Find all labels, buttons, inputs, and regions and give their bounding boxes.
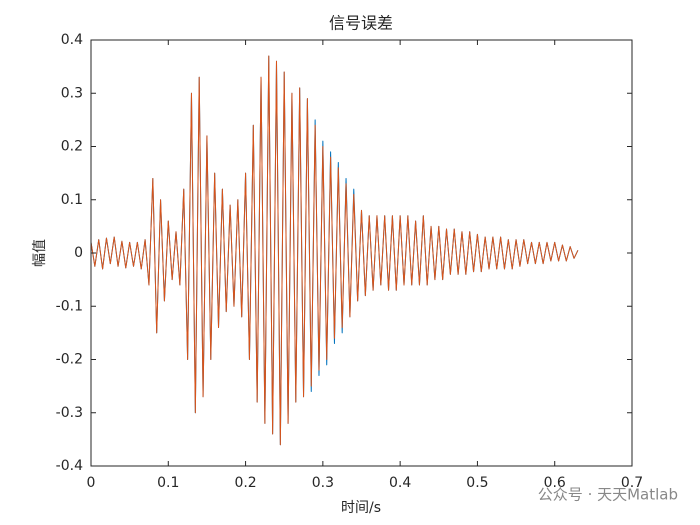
y-tick-label: -0.1: [56, 298, 83, 314]
x-tick-label: 0.4: [389, 475, 411, 491]
y-axis-label: 幅值: [32, 239, 48, 267]
x-tick-label: 0.1: [157, 475, 179, 491]
signal-line: [90, 55, 579, 446]
x-axis-label: 时间/s: [341, 500, 381, 516]
y-tick-label: -0.3: [56, 405, 83, 421]
x-tick-label: 0.7: [621, 475, 643, 491]
watermark: 公众号 · 天天Matlab: [538, 486, 678, 504]
y-tick-label: -0.4: [56, 458, 83, 474]
chart-title: 信号误差: [329, 14, 393, 33]
y-tick-label: 0.3: [61, 85, 83, 101]
x-tick-label: 0.3: [312, 475, 334, 491]
x-tick-label: 0: [87, 475, 96, 491]
x-tick-label: 0.6: [544, 475, 566, 491]
y-tick-label: 0.1: [61, 192, 83, 208]
x-tick-label: 0.2: [234, 475, 256, 491]
x-tick-label: 0.5: [466, 475, 488, 491]
y-tick-label: 0.2: [61, 139, 83, 155]
y-tick-label: 0.4: [61, 32, 83, 48]
y-tick-label: 0: [74, 245, 83, 261]
y-tick-label: -0.2: [56, 352, 83, 368]
